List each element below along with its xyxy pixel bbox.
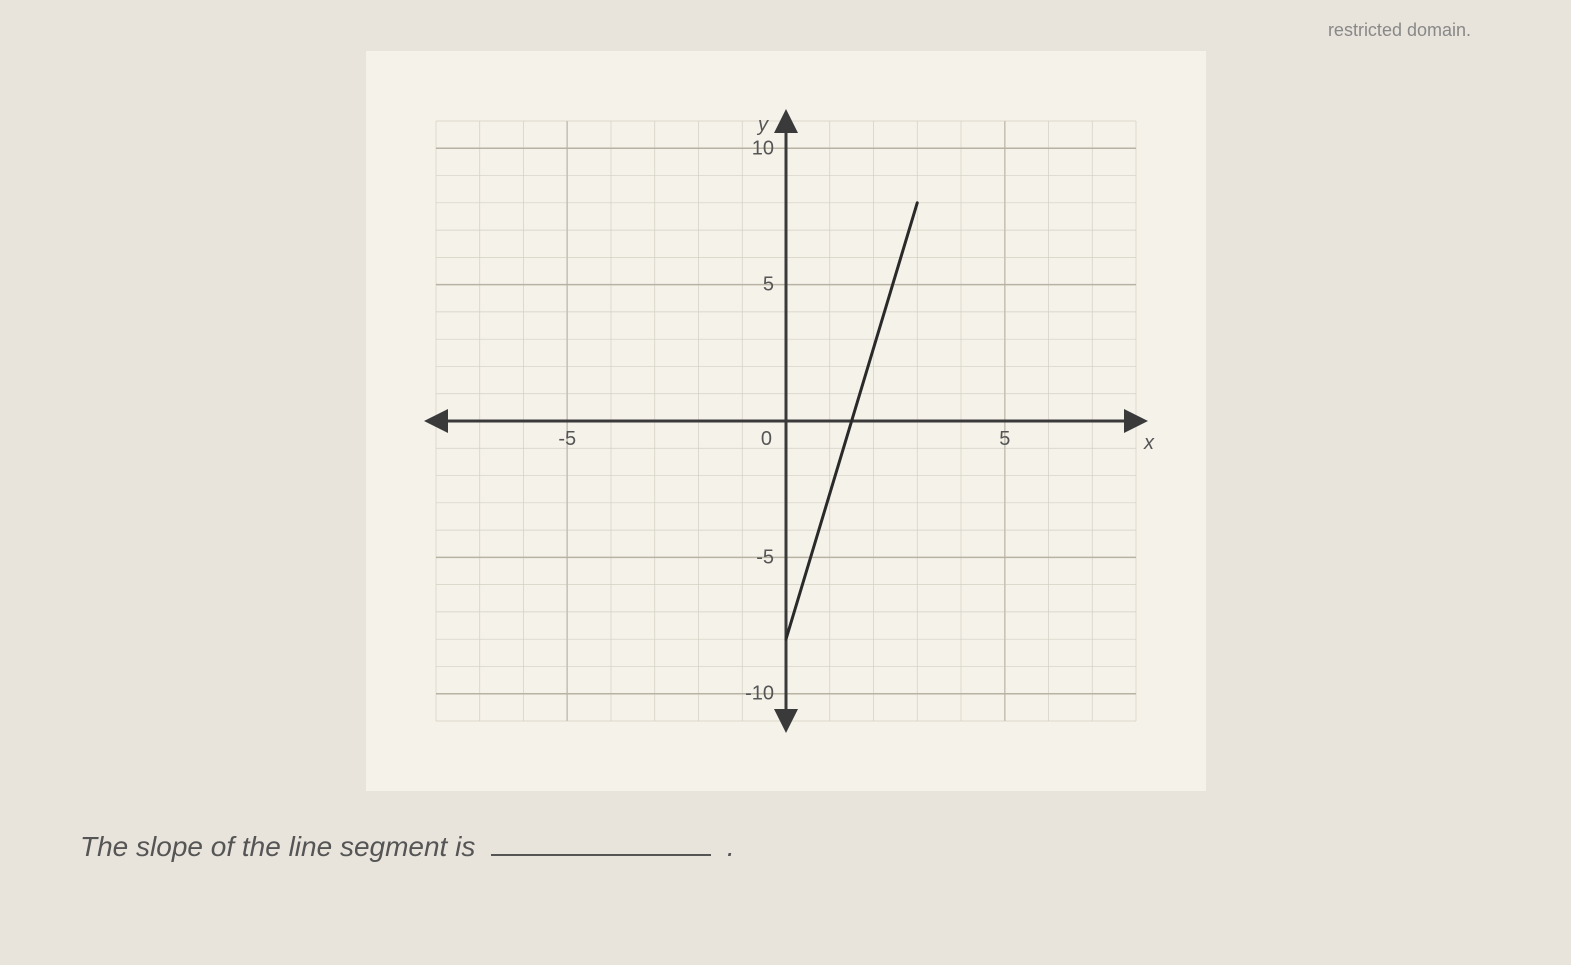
svg-text:-5: -5 bbox=[756, 546, 774, 568]
svg-text:0: 0 bbox=[760, 428, 771, 450]
answer-blank[interactable] bbox=[491, 854, 711, 856]
svg-text:-10: -10 bbox=[745, 683, 774, 705]
svg-text:5: 5 bbox=[762, 274, 773, 296]
svg-text:x: x bbox=[1143, 432, 1155, 454]
question-text: The slope of the line segment is . bbox=[80, 831, 735, 863]
top-context-text: restricted domain. bbox=[1328, 20, 1471, 41]
question-prefix: The slope of the line segment is bbox=[80, 831, 475, 862]
svg-text:-5: -5 bbox=[558, 428, 576, 450]
coordinate-chart: -5 0 5 -10 -5 5 10 x y bbox=[386, 71, 1186, 771]
svg-text:5: 5 bbox=[999, 428, 1010, 450]
chart-container: -5 0 5 -10 -5 5 10 x y bbox=[366, 51, 1206, 791]
question-suffix: . bbox=[727, 831, 735, 862]
svg-text:10: 10 bbox=[751, 137, 773, 159]
svg-text:y: y bbox=[756, 114, 769, 136]
